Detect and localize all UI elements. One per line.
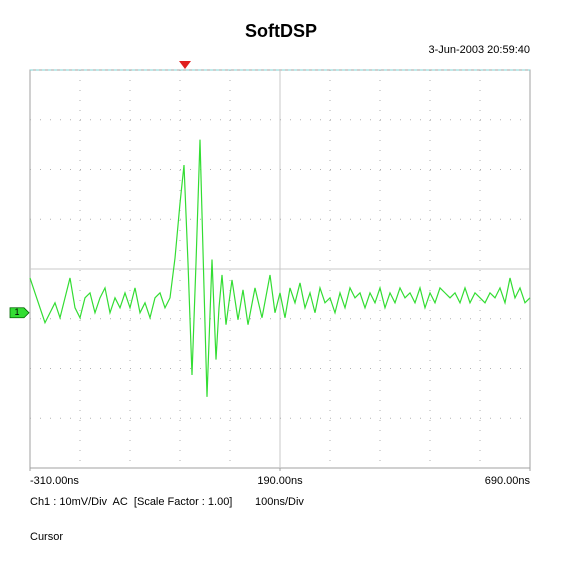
timebase: 100ns/Div [255,496,304,508]
waveform [29,139,531,397]
x-tick-label: -310.00ns [30,475,79,487]
cursor-label: Cursor [30,531,63,543]
grid [30,70,530,468]
channel-info: Ch1 : 10mV/Div AC [Scale Factor : 1.00] [30,496,232,508]
chart-title: SoftDSP [245,21,317,41]
trigger-marker [179,61,191,69]
x-tick-label: 190.00ns [257,475,303,487]
channel-label: 1 [14,307,19,317]
timestamp: 3-Jun-2003 20:59:40 [428,44,530,56]
x-tick-label: 690.00ns [485,475,531,487]
channel-marker [9,307,30,319]
